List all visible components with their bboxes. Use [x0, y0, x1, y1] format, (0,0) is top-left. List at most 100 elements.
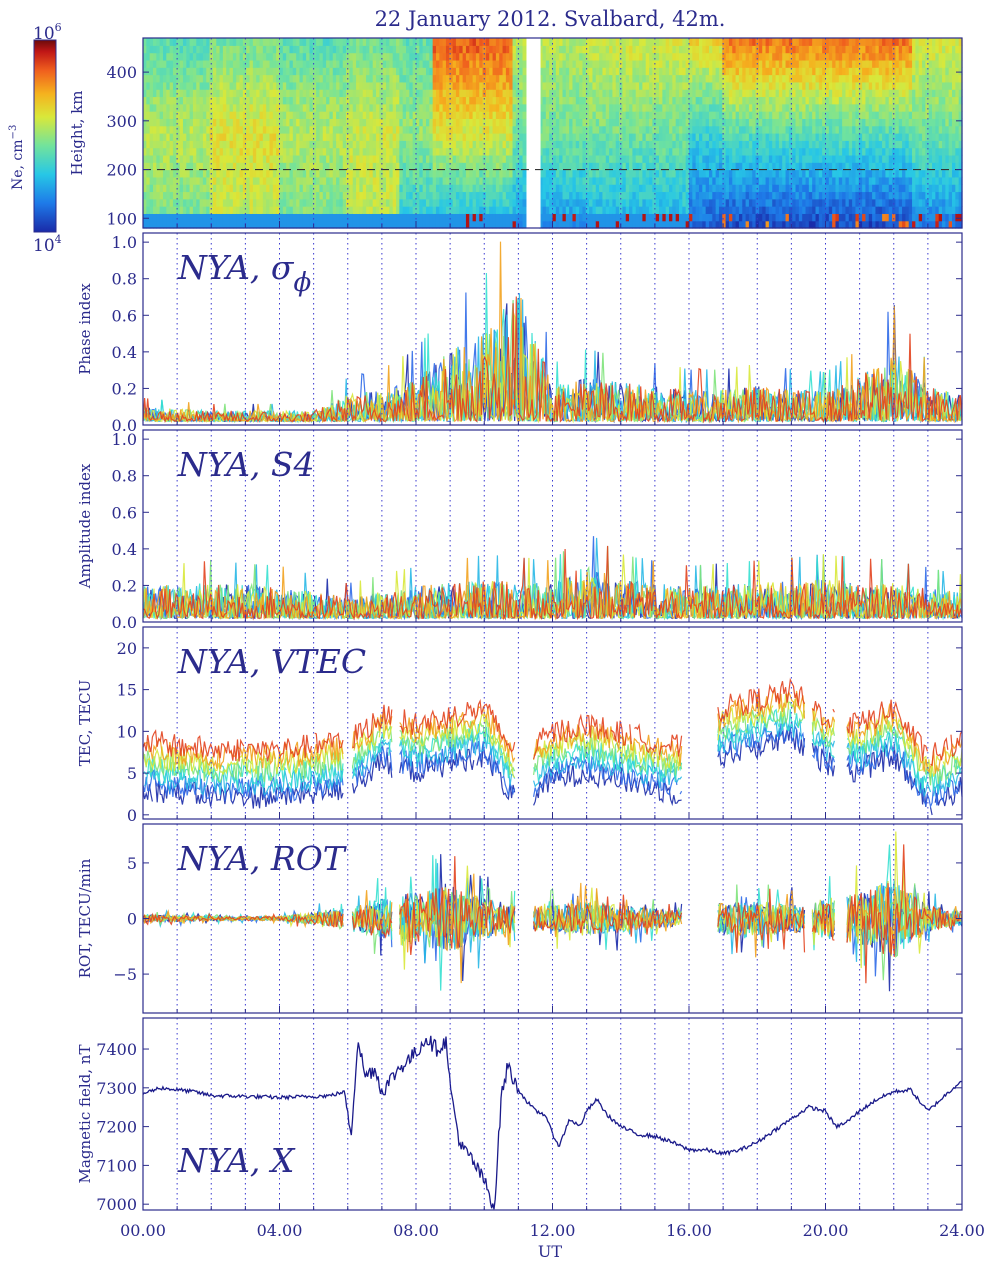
heatmap-cell — [718, 67, 723, 76]
heatmap-cell — [745, 206, 750, 214]
heatmap-cell — [762, 169, 767, 178]
heatmap-cell — [276, 191, 281, 200]
heatmap-cell — [512, 176, 517, 185]
heatmap-cell — [379, 59, 384, 68]
heatmap-cell — [462, 140, 467, 149]
heatmap-cell — [768, 118, 773, 127]
heatmap-cell — [439, 67, 444, 76]
heatmap-cell — [312, 191, 317, 200]
heatmap-cell — [768, 111, 773, 119]
heatmap-cell — [732, 52, 737, 61]
heatmap-cell — [609, 206, 614, 214]
heatmap-cell — [296, 162, 301, 171]
heatmap-cell — [292, 118, 297, 127]
heatmap-cell — [635, 184, 640, 193]
heatmap-cell — [499, 206, 504, 214]
heatmap-cell — [715, 125, 720, 134]
heatmap-cell — [788, 213, 793, 222]
heatmap-cell — [679, 89, 683, 98]
heatmap-cell — [409, 81, 414, 90]
heatmap-cell — [276, 147, 281, 156]
heatmap-cell — [416, 140, 420, 149]
heatmap-cell — [642, 213, 647, 222]
heatmap-cell — [589, 67, 594, 76]
heatmap-cell — [592, 125, 597, 134]
heatmap-cell — [192, 111, 197, 119]
heatmap-cell — [715, 96, 720, 105]
heatmap-cell — [169, 81, 174, 90]
heatmap-cell — [595, 52, 600, 61]
heatmap-cell — [369, 184, 374, 193]
heatmap-cell — [778, 45, 783, 54]
heatmap-cell — [382, 154, 387, 163]
heatmap-cell — [602, 184, 607, 193]
heatmap-cell — [232, 96, 237, 105]
heatmap-cell — [229, 96, 234, 105]
heatmap-cell — [785, 125, 790, 134]
heatmap-cell — [146, 154, 151, 163]
heatmap-cell — [549, 154, 554, 163]
heatmap-cell — [702, 103, 707, 112]
heatmap-cell — [602, 220, 607, 229]
heatmap-cell — [366, 45, 370, 54]
heatmap-cell — [712, 169, 717, 178]
heatmap-cell — [419, 147, 424, 156]
heatmap-cell — [202, 81, 207, 90]
heatmap-cell — [359, 147, 364, 156]
heatmap-cell — [609, 118, 614, 127]
heatmap-cell — [609, 52, 614, 61]
heatmap-cell — [256, 59, 261, 68]
heatmap-cell — [439, 45, 444, 54]
heatmap-cell — [785, 96, 790, 105]
heatmap-cell — [162, 111, 167, 119]
heatmap-cell — [309, 89, 314, 98]
heatmap-cell — [149, 154, 154, 163]
heatmap-cell — [306, 206, 311, 214]
heatmap-cell — [512, 191, 517, 200]
heatmap-cell — [389, 74, 394, 83]
heatmap-cell — [765, 140, 770, 149]
heatmap-cell — [642, 169, 647, 178]
heatmap-cell — [619, 96, 624, 105]
heatmap-cell — [762, 220, 767, 229]
heatmap-cell — [492, 184, 497, 193]
heatmap-cell — [555, 133, 560, 141]
heatmap-cell — [585, 89, 590, 98]
heatmap-cell — [625, 162, 630, 171]
heatmap-cell — [199, 154, 204, 163]
heatmap-cell — [392, 67, 397, 76]
heatmap-cell — [572, 74, 577, 83]
heatmap-cell — [176, 184, 181, 193]
heatmap-cell — [422, 213, 427, 222]
heatmap-cell — [629, 125, 633, 134]
heatmap-cell — [479, 103, 484, 112]
heatmap-cell — [282, 45, 287, 54]
heatmap-cell — [156, 118, 161, 127]
heatmap-cell — [176, 103, 181, 112]
heatmap-cell — [659, 176, 663, 185]
heatmap-cell — [216, 133, 221, 141]
heatmap-cell — [339, 169, 344, 178]
heatmap-cell — [269, 111, 274, 119]
heatmap-cell — [326, 154, 331, 163]
heatmap-cell — [682, 96, 687, 105]
heatmap-cell — [602, 140, 607, 149]
heatmap-cell — [286, 67, 291, 76]
heatmap-cell — [542, 81, 547, 90]
heatmap-cell — [609, 140, 614, 149]
heatmap-cell — [159, 96, 164, 105]
heatmap-cell — [695, 140, 700, 149]
heatmap-cell — [369, 206, 374, 214]
heatmap-cell — [489, 154, 494, 163]
heatmap-cell — [792, 220, 797, 229]
heatmap-cell — [732, 118, 737, 127]
heatmap-cell — [316, 96, 321, 105]
heatmap-cell — [602, 67, 607, 76]
heatmap-cell — [552, 176, 557, 185]
heatmap-cell — [472, 125, 477, 134]
heatmap-cell — [515, 59, 520, 68]
heatmap-cell — [659, 133, 663, 141]
heatmap-cell — [595, 191, 600, 200]
heatmap-cell — [775, 154, 780, 163]
heatmap-cell — [276, 125, 281, 134]
